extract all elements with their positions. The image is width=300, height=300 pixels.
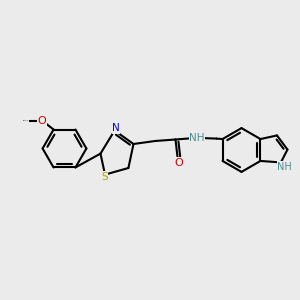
Text: O: O bbox=[38, 116, 46, 125]
Text: NH: NH bbox=[189, 133, 205, 143]
Text: S: S bbox=[101, 172, 108, 182]
Text: O: O bbox=[174, 158, 183, 168]
Text: N: N bbox=[112, 123, 120, 134]
Text: methoxy: methoxy bbox=[23, 120, 29, 121]
Text: NH: NH bbox=[278, 162, 292, 172]
